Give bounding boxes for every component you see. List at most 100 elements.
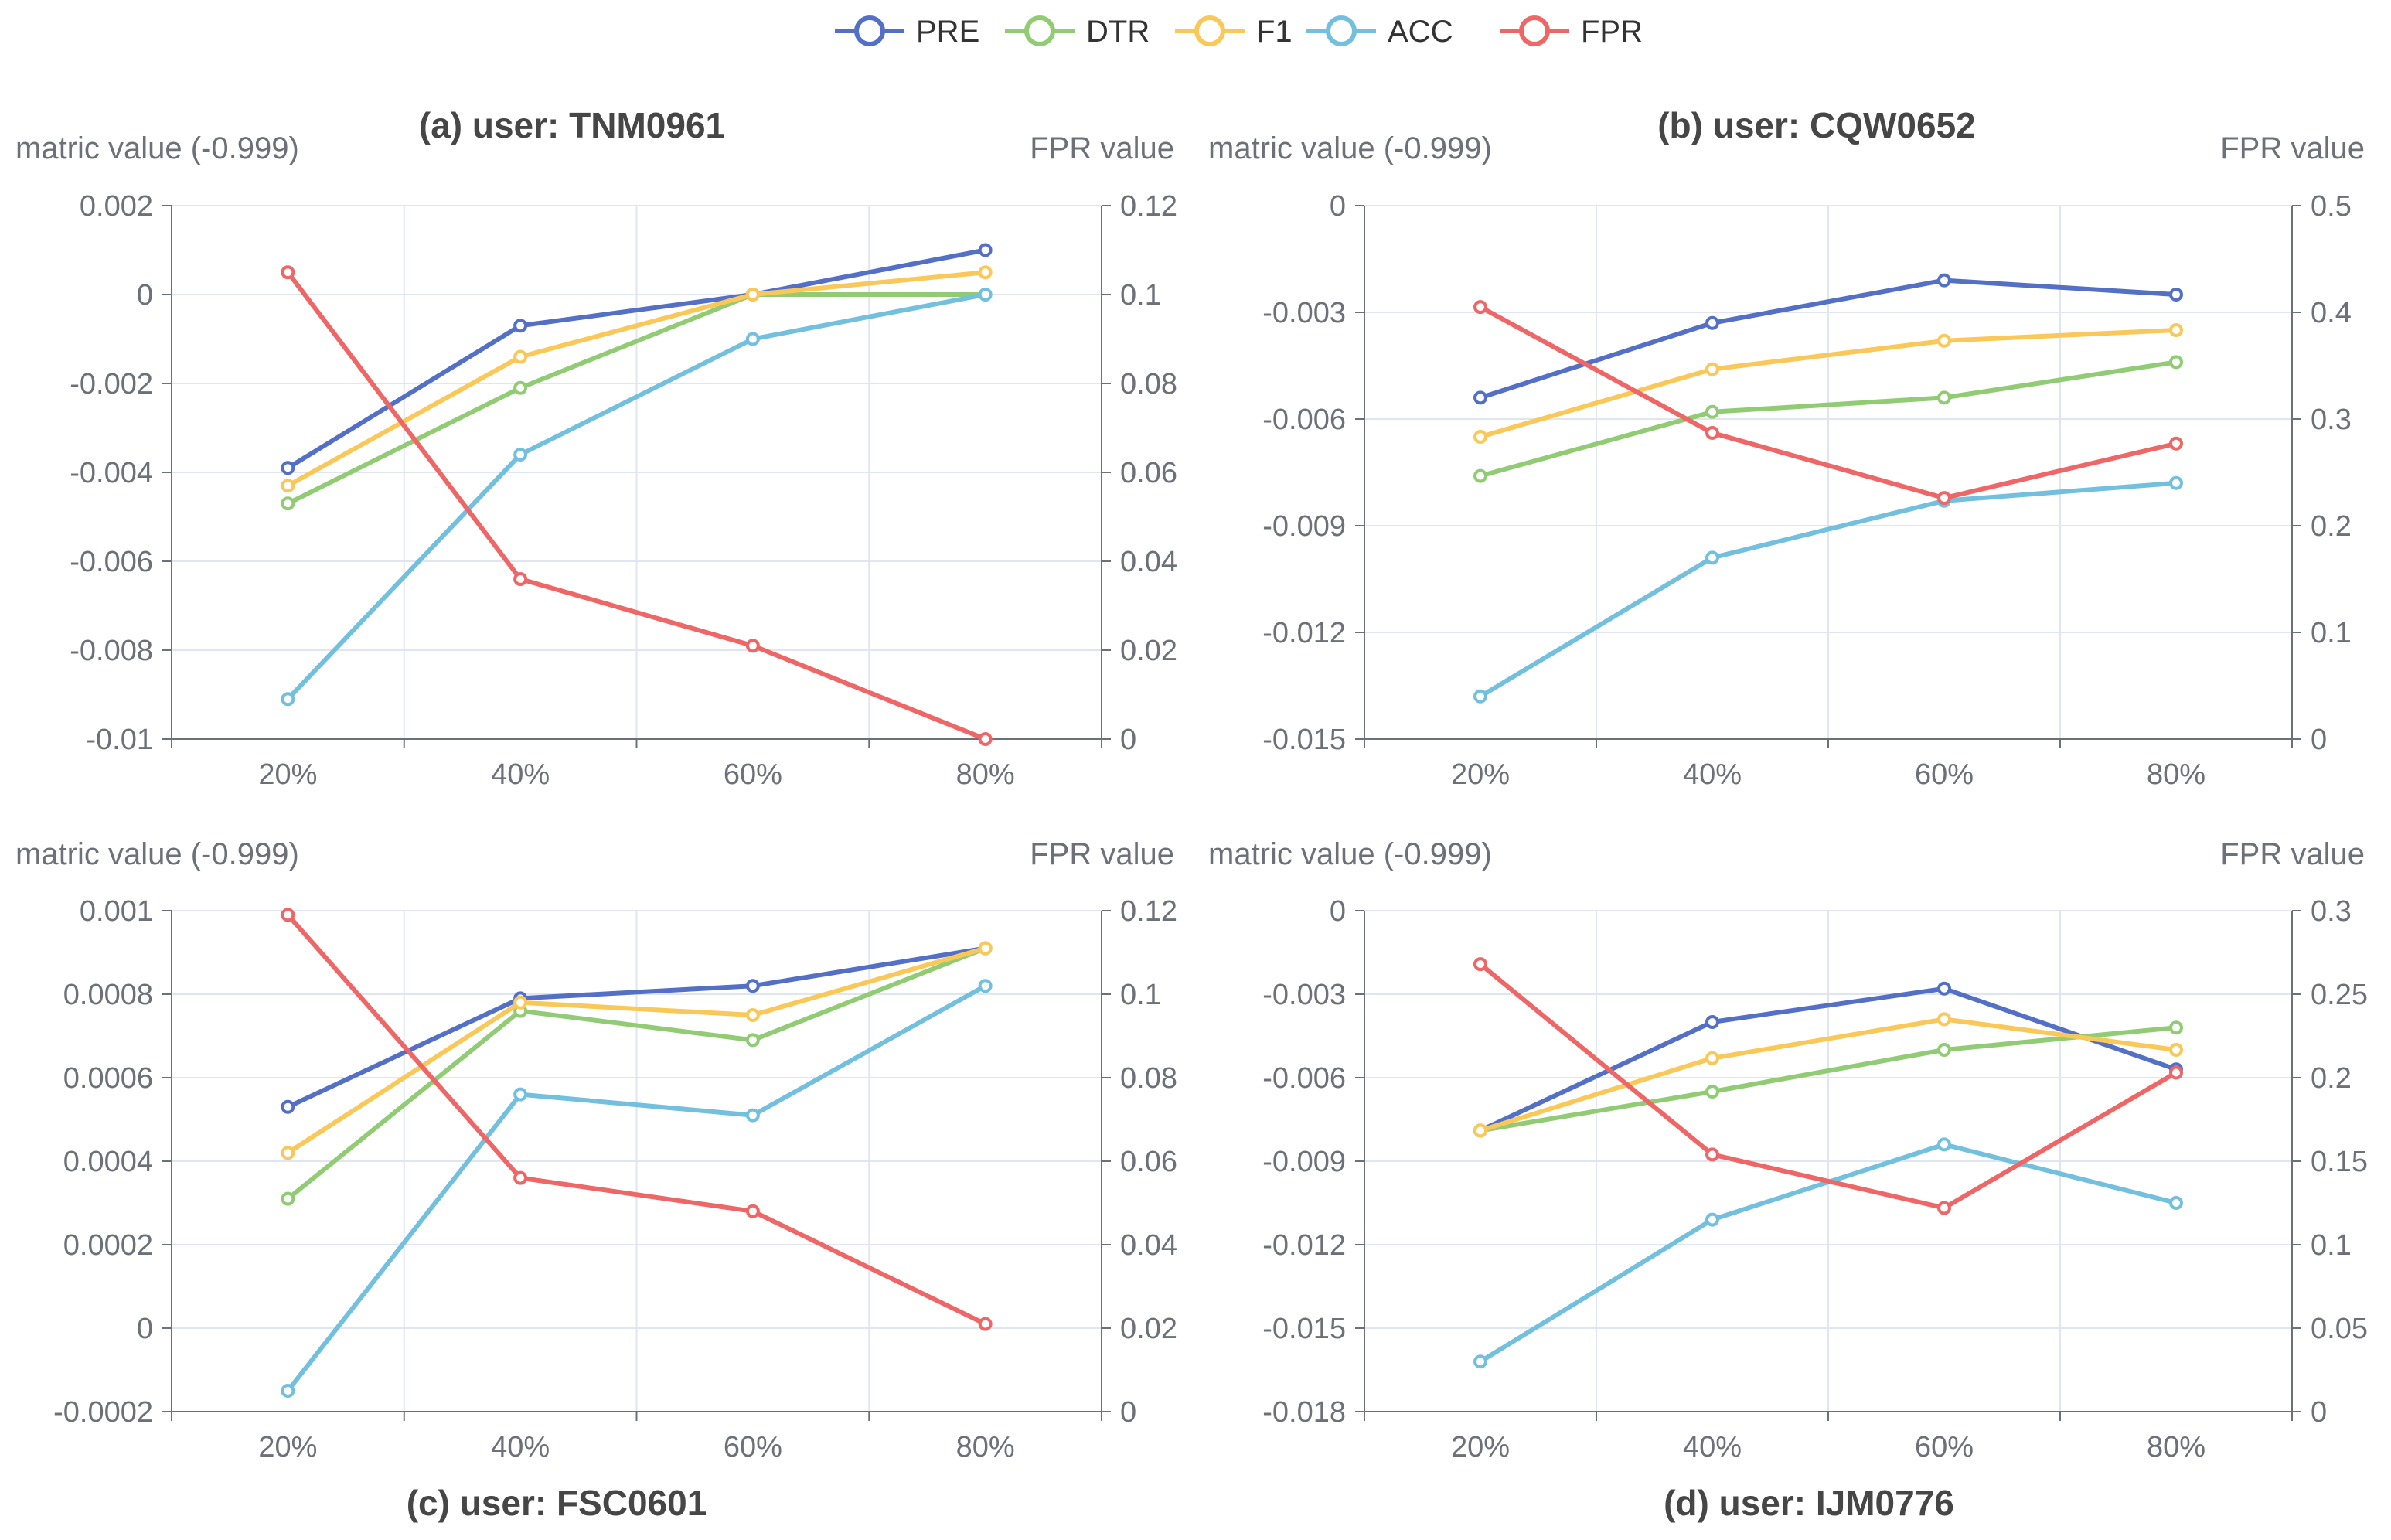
legend-item-dtr: DTR [1005, 15, 1150, 49]
x-tick-label: 40% [491, 758, 550, 791]
data-point-dtr [281, 496, 295, 511]
data-point-f1 [1937, 1012, 1951, 1027]
data-point-dtr [745, 1033, 760, 1048]
data-point-acc [513, 1087, 528, 1102]
data-point-fpr [1937, 491, 1951, 506]
series-acc [281, 979, 993, 1398]
data-point-fpr [1705, 1147, 1719, 1162]
x-tick-label: 60% [1915, 1431, 1974, 1463]
data-point-pre [1705, 315, 1719, 330]
series-line-fpr [285, 271, 986, 741]
y-tick-label: -0.002 [70, 368, 153, 400]
x-tick-label: 20% [258, 758, 317, 791]
series-f1 [281, 941, 993, 1160]
y-tick-label: -0.018 [1262, 1396, 1346, 1429]
data-point-f1 [281, 1146, 295, 1160]
series-line-f1 [1480, 1017, 2177, 1133]
x-tick-label: 60% [724, 1431, 782, 1463]
series-line-pre [1479, 986, 2177, 1133]
data-point-pre [281, 1099, 295, 1114]
data-point-fpr [1705, 425, 1719, 440]
chart-panel-1: 0.0020-0.002-0.004-0.006-0.008-0.010.120… [15, 105, 1177, 791]
data-point-f1 [745, 288, 760, 302]
series-line-pre [286, 247, 986, 470]
data-point-acc [2169, 1196, 2183, 1210]
y2-tick-label: 0.3 [2311, 404, 2352, 436]
data-point-f1 [2169, 1043, 2183, 1057]
data-point-acc [281, 692, 295, 707]
legend-marker-icon [1024, 15, 1055, 46]
data-point-acc [513, 448, 528, 462]
y-tick-label: -0.012 [1262, 617, 1346, 649]
series-f1 [1473, 1012, 2183, 1138]
y-axis-title: matric value (-0.999) [15, 837, 299, 871]
legend-label: F1 [1256, 15, 1293, 49]
series-fpr [281, 908, 993, 1331]
y-tick-label: -0.012 [1262, 1229, 1346, 1262]
y2-tick-label: 0.08 [1120, 368, 1177, 400]
panel-title: (a) user: TNM0961 [419, 105, 725, 145]
data-point-f1 [513, 995, 528, 1010]
series-line-pre [287, 945, 986, 1109]
data-point-pre [281, 461, 295, 475]
data-point-pre [2169, 288, 2183, 302]
data-point-dtr [1705, 404, 1719, 419]
data-point-f1 [978, 265, 993, 280]
y-tick-label: -0.006 [70, 546, 153, 578]
y-tick-label: -0.003 [1262, 297, 1346, 329]
data-point-pre [745, 979, 760, 993]
y2-tick-label: 0.5 [2311, 190, 2352, 223]
data-point-acc [745, 332, 760, 346]
legend-item-fpr: FPR [1500, 15, 1643, 49]
x-tick-label: 80% [956, 758, 1015, 791]
series-fpr [1473, 957, 2183, 1215]
y2-tick-label: 0.12 [1120, 895, 1177, 928]
y2-axis-title: FPR value [2220, 837, 2365, 871]
data-point-fpr [745, 639, 760, 653]
data-point-acc [2169, 475, 2183, 490]
data-point-fpr [1473, 957, 1487, 972]
series-line-dtr [286, 945, 986, 1201]
x-tick-label: 40% [1683, 758, 1742, 791]
data-point-fpr [1473, 300, 1487, 315]
series-fpr [281, 265, 993, 746]
series-dtr [1473, 355, 2183, 483]
data-point-acc [978, 288, 993, 302]
y-tick-label: 0.001 [80, 895, 153, 928]
data-point-fpr [2169, 1065, 2183, 1080]
y2-tick-label: 0.4 [2311, 297, 2352, 329]
legend: PRE DTR F1 ACC FPR [835, 15, 1643, 49]
series-f1 [281, 265, 993, 493]
y-tick-label: 0 [1330, 190, 1346, 223]
data-point-acc [978, 979, 993, 993]
data-point-dtr [2169, 1020, 2183, 1035]
data-point-fpr [281, 265, 295, 280]
data-point-f1 [1705, 1051, 1719, 1065]
data-point-acc [1473, 689, 1487, 704]
y-tick-label: 0 [137, 1313, 153, 1345]
data-point-fpr [978, 1317, 993, 1331]
y2-tick-label: 0.1 [2311, 1229, 2352, 1262]
series-f1 [1473, 323, 2183, 444]
data-point-f1 [1705, 362, 1719, 376]
y2-tick-label: 0.02 [1120, 1313, 1177, 1345]
y2-tick-label: 0.1 [1120, 979, 1161, 1011]
legend-marker-icon [1326, 15, 1357, 46]
y-tick-label: -0.009 [1262, 1146, 1346, 1178]
legend-marker-icon [1194, 15, 1225, 46]
data-point-f1 [1937, 333, 1951, 348]
legend-marker-icon [854, 15, 885, 46]
y2-tick-label: 0.02 [1120, 635, 1177, 667]
data-point-pre [1705, 1015, 1719, 1029]
data-point-acc [281, 1384, 295, 1398]
y-tick-label: 0 [137, 279, 153, 312]
data-point-dtr [1473, 468, 1487, 483]
series-fpr [1473, 300, 2183, 506]
x-tick-label: 40% [491, 1431, 550, 1463]
legend-label: PRE [916, 15, 979, 49]
data-point-f1 [745, 1008, 760, 1022]
series-line-acc [1479, 480, 2177, 699]
series-line-f1 [286, 945, 986, 1155]
y-tick-label: -0.0002 [53, 1396, 153, 1429]
series-line-fpr [1479, 305, 2177, 501]
